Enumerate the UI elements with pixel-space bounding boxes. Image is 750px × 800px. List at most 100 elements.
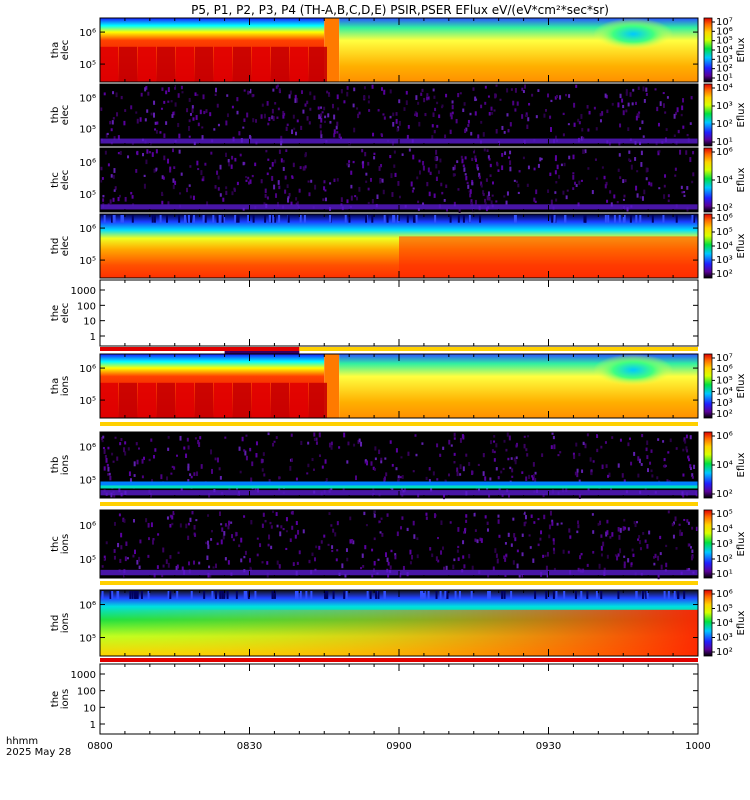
thd-elec-stripe-50 (396, 215, 399, 223)
thc-ions-noise-44 (167, 562, 170, 568)
thb-ions-noise-7 (306, 472, 309, 475)
thc-ions-noise-274 (465, 519, 468, 523)
thb-elec-noise-184 (293, 127, 296, 130)
thd-elec-stripe-89 (234, 215, 237, 223)
thb-ions-noise-70 (465, 453, 468, 457)
thb-ions-noise-140 (183, 446, 186, 450)
thc-elec-noise-54 (361, 149, 364, 153)
thc-ions-noise-196 (264, 519, 267, 523)
thc-elec-panel (100, 148, 698, 213)
thc-ions-noise-32 (623, 555, 626, 558)
thb-ions-noise-415 (364, 459, 367, 462)
tha-elec-cbar-label-1: 10⁶ (716, 26, 733, 37)
thb-ions-noise-351 (453, 460, 456, 464)
thb-elec-noise-69 (642, 86, 645, 92)
thc-elec-noise-204 (254, 162, 257, 167)
thb-elec-noise-305 (431, 135, 434, 139)
thd-elec-stripe-47 (212, 215, 215, 223)
thb-elec-noise-404 (267, 122, 270, 126)
thc-ions-noise-13 (308, 559, 311, 564)
thc-elec-noise-399 (304, 152, 307, 157)
thd-elec-stripe-73 (383, 215, 386, 223)
thc-elec-noise-140 (114, 186, 117, 190)
thd-elec-ylabel-species: elec (60, 236, 71, 257)
thb-elec-noise-284 (494, 93, 497, 99)
thd-ions-stripe-32 (534, 591, 537, 599)
thc-ions-noise-141 (577, 567, 580, 572)
thc-elec-noise-23 (393, 164, 396, 168)
thc-ions-noise-205 (292, 562, 295, 567)
thc-ions-noise-334 (653, 562, 656, 566)
thc-ions-noise-17 (546, 573, 549, 579)
tha-ions-yellow-bar (100, 422, 698, 426)
thd-elec-stripe-28 (393, 215, 396, 223)
thc-ions-noise-92 (642, 531, 645, 535)
thc-ions-noise-76 (373, 537, 376, 541)
thb-elec-noise-223 (382, 113, 385, 116)
thb-elec-noise-413 (306, 116, 309, 121)
thc-ions-noise-197 (603, 567, 606, 572)
thb-elec-noise-321 (395, 118, 398, 124)
thc-elec-noise-334 (572, 154, 575, 160)
thc-elec-noise-370 (310, 179, 313, 183)
thc-elec-noise-26 (540, 157, 543, 161)
thc-elec-noise-392 (507, 156, 510, 159)
thb-elec-noise-118 (593, 106, 596, 110)
thc-ions-noise-344 (616, 555, 619, 561)
thc-elec-noise-388 (179, 192, 182, 195)
thc-ions-noise-306 (683, 518, 686, 521)
thb-ions-noise-324 (120, 438, 123, 441)
thc-elec-noise-0 (622, 179, 625, 184)
thc-elec-noise-136 (624, 179, 627, 183)
thb-elec-noise-64 (424, 112, 427, 117)
thb-ions-ylabel-species: ions (60, 455, 71, 475)
thc-elec-noise-74 (227, 158, 230, 163)
thb-elec-noise-198 (535, 115, 538, 119)
thc-elec-noise-390 (613, 194, 616, 199)
thc-elec-noise-341 (452, 173, 455, 177)
thc-elec-noise-319 (107, 163, 110, 167)
thc-elec-noise-398 (648, 181, 651, 186)
thc-elec-ylabel-species: elec (60, 170, 71, 191)
thc-ions-noise-256 (474, 529, 477, 532)
thc-ions-noise-215 (351, 538, 354, 544)
thc-ions-noise-233 (495, 553, 498, 558)
thc-elec-noise-78 (333, 178, 336, 182)
thb-elec-noise-272 (110, 128, 113, 132)
thb-elec-noise-27 (606, 109, 609, 114)
thb-elec-noise-289 (236, 97, 239, 102)
thb-ions-noise-340 (550, 445, 553, 450)
thb-ions-noise-42 (637, 473, 640, 478)
thb-elec-noise-345 (441, 104, 444, 108)
thb-elec-noise-13 (319, 124, 322, 129)
thc-elec-noise-345 (367, 161, 370, 166)
thc-ions-noise-401 (147, 554, 150, 558)
thd-elec-stripe-0 (218, 215, 221, 223)
thb-elec-noise-279 (690, 96, 693, 100)
thb-elec-noise-247 (523, 84, 526, 89)
thc-elec-noise-196 (474, 155, 477, 161)
thb-elec-noise-418 (100, 107, 103, 111)
thd-ions-stripe-51 (111, 591, 114, 599)
thb-ions-noise-388 (495, 443, 498, 448)
thb-elec-noise-86 (358, 111, 361, 115)
thc-elec-noise-126 (609, 190, 612, 194)
thc-ions-noise-0 (363, 511, 366, 516)
thd-ions-stripe-86 (635, 591, 638, 599)
thd-ions-stripe-61 (271, 591, 274, 599)
tha-elec-ylabel-probe: tha (50, 42, 61, 58)
thb-elec-noise-29 (242, 126, 245, 129)
thc-elec-noise-363 (346, 199, 349, 204)
thc-elec-noise-118 (358, 186, 361, 192)
thb-ions-noise-156 (321, 465, 324, 469)
thb-ions-noise-190 (459, 473, 462, 476)
thc-ions-noise-37 (118, 513, 121, 517)
thd-ions-stripe-17 (420, 591, 423, 599)
thc-elec-noise-19 (483, 148, 486, 152)
thb-elec-noise-389 (555, 135, 558, 139)
thc-ions-noise-390 (313, 557, 316, 562)
thc-ions-noise-36 (365, 524, 368, 527)
thb-elec-noise-335 (120, 95, 123, 100)
thd-ions-stripe-54 (294, 591, 297, 599)
thc-elec-noise-324 (248, 181, 251, 185)
